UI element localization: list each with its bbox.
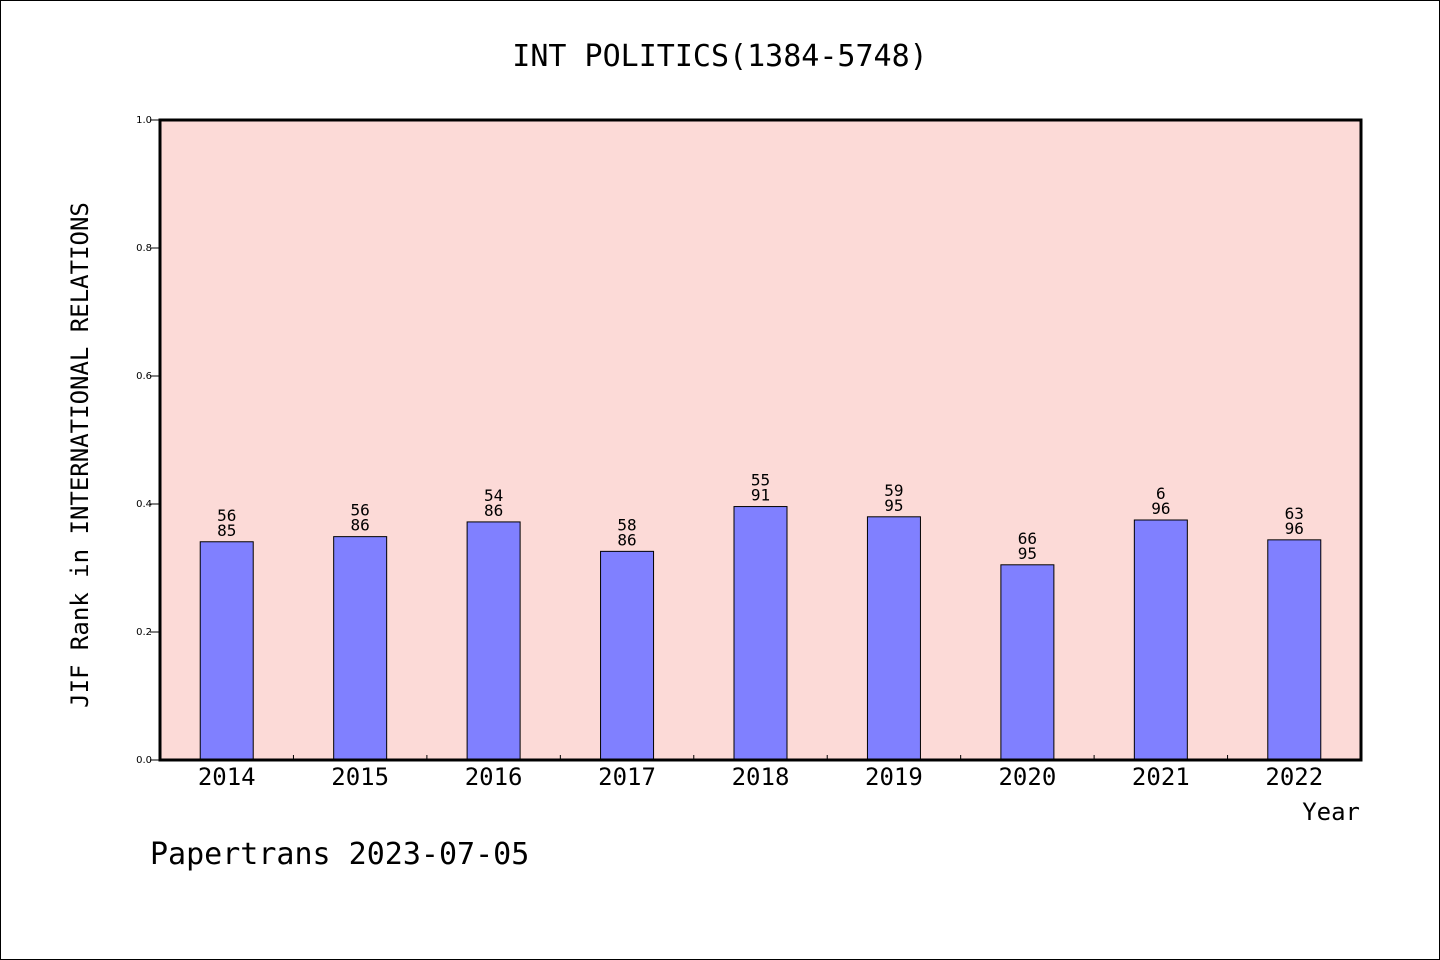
x-axis-label: Year [1302, 798, 1360, 826]
bar-label-total: 86 [351, 516, 370, 535]
bar-2017 [600, 550, 655, 761]
x-tick-label: 2018 [732, 763, 790, 791]
x-tick-label: 2014 [198, 763, 256, 791]
plot-area: 5685201456862015548620165886201755912018… [136, 115, 1363, 791]
x-tick-label: 2016 [465, 763, 523, 791]
bar-2014 [199, 541, 254, 761]
bar-2016 [466, 521, 521, 761]
y-tick-label: 0.2 [136, 627, 152, 638]
bar-label-rank: 54 [484, 486, 503, 505]
y-axis-label: JIF Rank in INTERNATIONAL RELATIONS [66, 202, 94, 708]
y-tick-label: 0.8 [136, 243, 152, 254]
x-tick-label: 2022 [1265, 763, 1323, 791]
bar-2015 [333, 536, 388, 761]
bar-label-total: 96 [1285, 519, 1304, 538]
bar-label-rank: 58 [617, 515, 636, 534]
bar-label-rank: 56 [217, 506, 236, 525]
x-tick-label: 2015 [331, 763, 389, 791]
bar-label-rank: 63 [1285, 504, 1304, 523]
bar-2020 [1000, 564, 1055, 761]
bar-2021 [1133, 519, 1188, 761]
bar-label-rank: 59 [884, 481, 903, 500]
bar-2018 [733, 506, 788, 761]
x-tick-label: 2017 [598, 763, 656, 791]
x-tick-label: 2021 [1132, 763, 1190, 791]
y-tick-label: 1.0 [136, 115, 152, 126]
bar-2019 [866, 516, 921, 761]
y-tick-label: 0.4 [136, 499, 152, 510]
y-tick-label: 0.0 [136, 755, 152, 766]
chart-title: INT POLITICS(1384-5748) [512, 39, 927, 74]
bar-label-rank: 6 [1156, 484, 1166, 503]
bar-label-total: 86 [484, 501, 503, 520]
x-tick-label: 2019 [865, 763, 923, 791]
bar-label-total: 85 [217, 521, 236, 540]
bar-label-rank: 56 [351, 501, 370, 520]
bar-label-total: 95 [1018, 544, 1037, 563]
footer-text: Papertrans 2023-07-05 [150, 837, 529, 872]
bar-label-total: 96 [1151, 499, 1170, 518]
bar-label-rank: 66 [1018, 529, 1037, 548]
x-tick-label: 2020 [998, 763, 1056, 791]
bar-2022 [1267, 539, 1322, 761]
bar-label-total: 91 [751, 486, 770, 505]
bar-label-total: 95 [884, 496, 903, 515]
y-tick-label: 0.6 [136, 371, 152, 382]
plot-border [158, 118, 1363, 762]
bar-label-total: 86 [617, 530, 636, 549]
bar-label-rank: 55 [751, 471, 770, 490]
